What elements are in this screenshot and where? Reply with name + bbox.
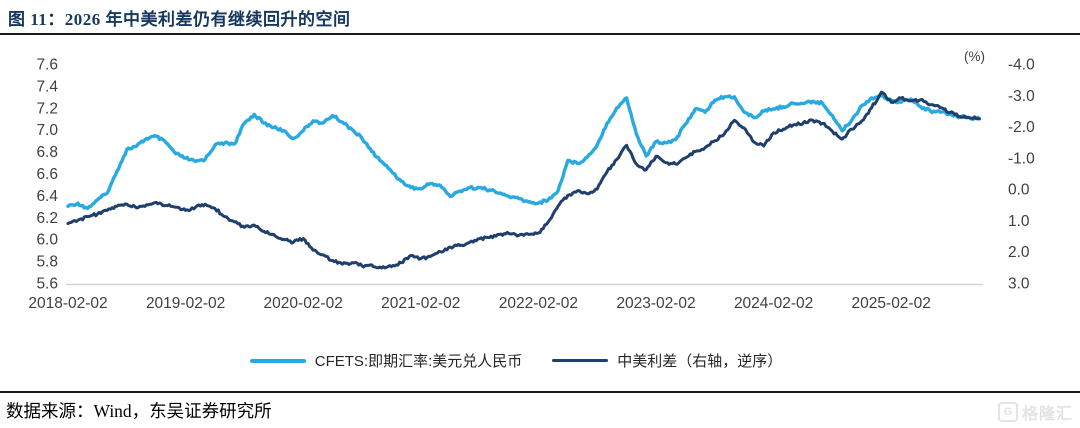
- series-line-cn-us-yield-spread: [66, 90, 981, 270]
- gelonghui-watermark-text: 格隆汇: [1021, 406, 1073, 423]
- x-axis-tick: 2023-02-02: [616, 295, 695, 312]
- right-axis-tick: -3.0: [1008, 88, 1035, 105]
- bottom-divider: [0, 391, 1080, 393]
- left-axis-tick: 6.2: [36, 210, 58, 227]
- right-axis-tick: 3.0: [1008, 276, 1030, 293]
- chart-legend: CFETS:即期汇率:美元兑人民币 中美利差（右轴，逆序）: [0, 350, 1056, 371]
- left-axis-tick: 6.0: [36, 232, 58, 249]
- right-axis-tick: -2.0: [1008, 119, 1035, 136]
- legend-line-spread-swatch: [552, 359, 609, 362]
- right-axis-tick: -1.0: [1008, 150, 1035, 167]
- right-axis-tick: 2.0: [1008, 244, 1030, 261]
- legend-line-cfets-swatch: [249, 358, 306, 363]
- left-axis-tick: 7.2: [36, 100, 58, 117]
- legend-item-cfets: CFETS:即期汇率:美元兑人民币: [249, 350, 523, 371]
- right-axis-unit-label: (%): [964, 49, 985, 64]
- right-axis-tick: -4.0: [1008, 57, 1035, 74]
- dual-axis-line-chart: 7.6 7.4 7.2 7.0 6.8 6.6 6.4 6.2 6.0 5.8 5.6 -4.0 -3.…: [28, 49, 1035, 312]
- left-axis-tick: 7.0: [36, 122, 58, 139]
- x-axis-tick: 2021-02-02: [381, 295, 460, 312]
- right-axis-tick: 0.0: [1008, 182, 1030, 199]
- top-divider: [0, 33, 1080, 35]
- left-axis-tick: 7.6: [36, 57, 58, 74]
- series-line-cfets-spot-rate: [66, 93, 982, 211]
- right-axis-tick: 1.0: [1008, 213, 1030, 230]
- x-axis-tick: 2022-02-02: [499, 295, 578, 312]
- figure-title: 图 11：2026 年中美利差仍有继续回升的空间: [8, 10, 351, 29]
- gelonghui-logo-icon: G: [997, 402, 1018, 422]
- left-axis-tick: 5.6: [36, 276, 58, 293]
- x-axis-tick: 2019-02-02: [146, 295, 225, 312]
- legend-label-spread: 中美利差（右轴，逆序）: [617, 353, 783, 370]
- left-axis-tick: 5.8: [36, 254, 58, 271]
- gelonghui-watermark: G 格隆汇: [997, 400, 1073, 424]
- left-axis-tick: 6.4: [36, 188, 58, 205]
- left-axis-tick: 7.4: [36, 78, 58, 95]
- x-axis-tick: 2020-02-02: [264, 295, 343, 312]
- left-axis-tick: 6.6: [36, 166, 58, 183]
- left-axis-tick: 6.8: [36, 144, 58, 161]
- data-source-note: 数据来源：Wind，东吴证券研究所: [6, 401, 272, 421]
- legend-label-cfets: CFETS:即期汇率:美元兑人民币: [314, 353, 523, 370]
- x-axis-tick: 2025-02-02: [852, 295, 931, 312]
- x-axis-tick: 2018-02-02: [28, 295, 107, 312]
- x-axis-tick: 2024-02-02: [734, 295, 813, 312]
- legend-item-spread: 中美利差（右轴，逆序）: [552, 350, 782, 371]
